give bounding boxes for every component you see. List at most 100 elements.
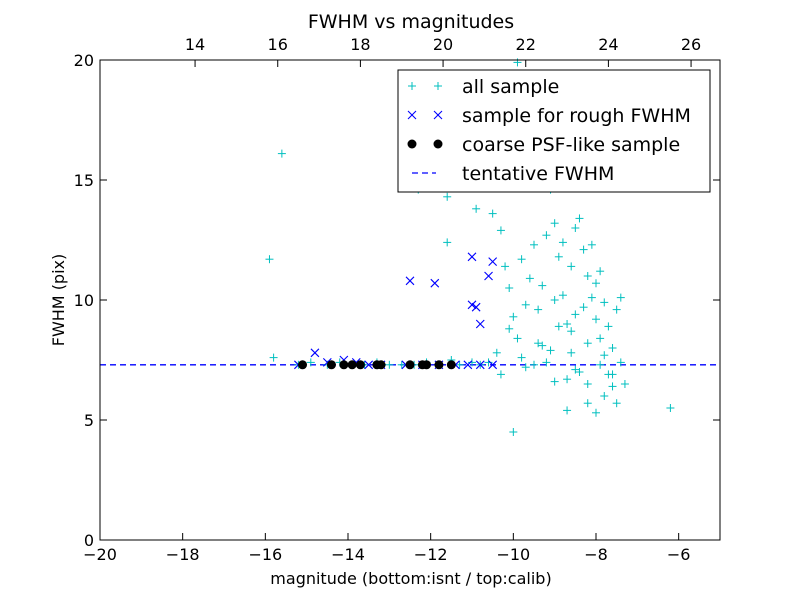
data-point (534, 305, 543, 314)
data-point (612, 305, 621, 314)
legend: all sample sample for rough FWHM coarse PS… (397, 69, 711, 193)
data-point (484, 358, 493, 367)
data-point (434, 360, 444, 370)
x-stroke-b (467, 300, 477, 310)
data-point (472, 204, 481, 213)
series-dot (298, 360, 456, 370)
x-tick-label: −18 (166, 545, 200, 564)
data-point (620, 380, 629, 388)
data-point (583, 272, 592, 280)
data-point (608, 344, 617, 352)
x-tick-label: −8 (584, 545, 608, 564)
x-stroke-b (322, 358, 332, 367)
data-point (467, 300, 477, 310)
x-stroke-b (471, 302, 481, 312)
data-point (550, 377, 559, 386)
data-point (608, 370, 617, 379)
data-point (455, 360, 464, 369)
data-point (517, 255, 526, 264)
data-point (567, 348, 576, 357)
data-point (347, 360, 357, 370)
data-point (443, 192, 452, 201)
x-stroke-b (475, 319, 485, 329)
legend-item: all sample (408, 76, 559, 98)
data-point (475, 360, 485, 370)
legend-marker (407, 110, 417, 120)
legend-marker (433, 110, 443, 120)
x-stroke-b (405, 276, 415, 286)
data-point (579, 303, 588, 312)
data-point (592, 315, 600, 324)
data-point (600, 298, 609, 307)
data-point (542, 231, 551, 240)
data-point (471, 302, 481, 312)
y-axis-label: FWHM (pix) (49, 254, 68, 347)
x-stroke-b (488, 257, 498, 266)
x-stroke-b (463, 360, 473, 370)
top-tick-label: 20 (433, 35, 453, 54)
legend-item: sample for rough FWHM (407, 105, 691, 127)
data-point (521, 363, 530, 372)
x-tick-label: −20 (83, 545, 117, 564)
data-point (534, 339, 543, 348)
top-tick-label: 14 (185, 35, 205, 54)
data-point (505, 324, 514, 333)
data-point (463, 360, 473, 370)
legend-label: sample for rough FWHM (462, 105, 691, 127)
data-point (592, 408, 600, 417)
data-point (468, 358, 476, 367)
data-point (475, 319, 485, 329)
data-point (546, 346, 555, 355)
data-point (604, 322, 613, 331)
data-point (492, 348, 501, 357)
data-point (446, 360, 456, 370)
data-point (550, 296, 559, 304)
data-point (355, 360, 365, 370)
data-point (554, 322, 563, 331)
legend-item: tentative FWHM (412, 163, 614, 185)
data-point (616, 293, 625, 302)
data-point (298, 360, 308, 370)
x-axis-label: magnitude (bottom:isnt / top:calib) (270, 569, 551, 588)
top-tick-label: 26 (681, 35, 701, 54)
data-point (376, 360, 386, 370)
data-point (422, 360, 432, 370)
legend-label: tentative FWHM (462, 163, 614, 185)
data-point (612, 399, 621, 408)
data-point (583, 380, 592, 388)
data-point (484, 271, 493, 281)
legend-marker (407, 139, 417, 149)
data-point (501, 262, 510, 271)
data-point (563, 375, 572, 384)
legend-marker (434, 82, 442, 90)
data-point (558, 291, 567, 300)
x-stroke-b (484, 271, 493, 281)
data-point (269, 353, 278, 362)
data-point (326, 360, 336, 370)
data-point (496, 226, 505, 235)
x-tick-label: −6 (667, 545, 691, 564)
y-tick-label: 20 (74, 51, 94, 70)
data-point (488, 360, 498, 370)
data-point (583, 399, 592, 408)
data-point (364, 360, 374, 370)
legend-marker (433, 139, 443, 149)
data-point (306, 358, 315, 367)
data-point (563, 320, 572, 328)
chart-title: FWHM vs magnitudes (308, 11, 514, 33)
data-point (277, 149, 286, 158)
data-point (600, 392, 609, 400)
data-point (405, 360, 415, 370)
data-point (385, 360, 394, 369)
data-point (525, 274, 534, 283)
data-point (608, 382, 617, 391)
data-point (592, 279, 600, 288)
x-stroke-b (430, 278, 440, 288)
data-point (579, 245, 588, 254)
legend-item: coarse PSF-like sample (407, 134, 680, 156)
data-point (509, 428, 518, 436)
x-tick-label: −12 (414, 545, 448, 564)
data-point (530, 360, 538, 369)
data-point (563, 406, 572, 415)
data-point (538, 281, 547, 290)
